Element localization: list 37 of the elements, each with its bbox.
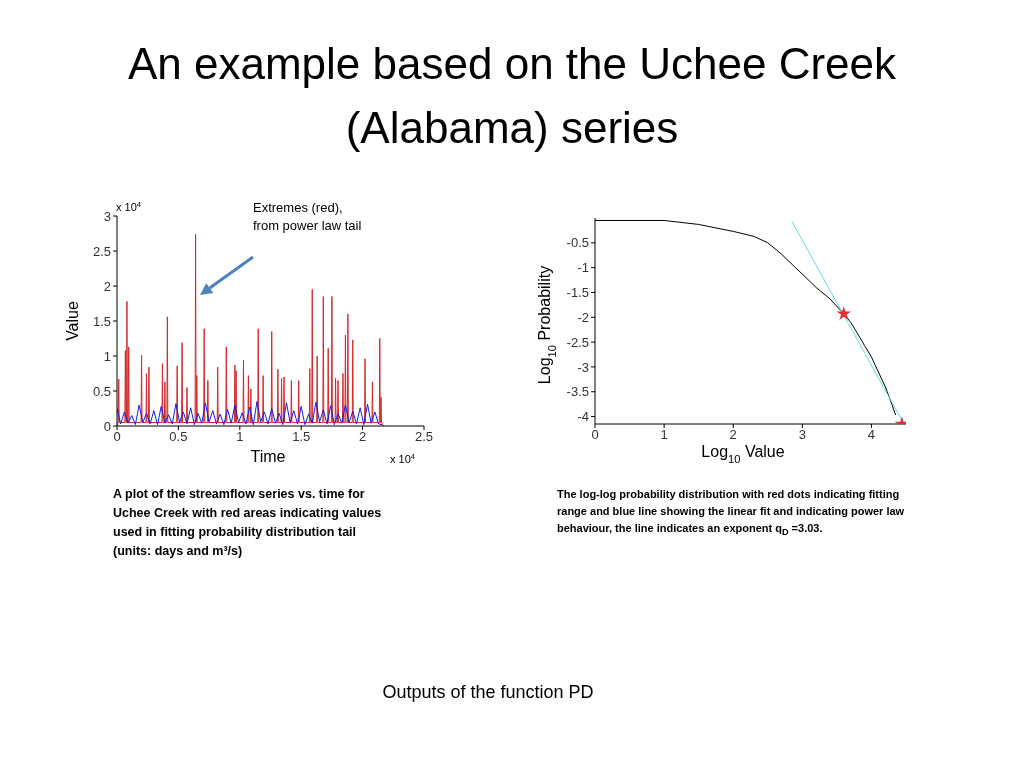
x-axis-title: Time: [250, 448, 286, 465]
x-tick-label: 1.5: [292, 429, 311, 445]
y-tick-label: -1: [577, 260, 589, 276]
y-tick-label: -2.5: [566, 334, 589, 350]
x-tick-label: 2: [358, 429, 367, 445]
x-axis-title: Log$_{10}$ Value: [701, 443, 785, 465]
text: x 10$^{4}$: [390, 451, 416, 465]
annotation: Extremes (red), from power law tail: [253, 200, 362, 233]
x-tick-label: 2: [729, 427, 737, 443]
y-tick-label: 2: [103, 278, 111, 294]
x-tick-label: 1: [660, 427, 668, 443]
x-tick-label: 1: [236, 429, 244, 445]
y-tick-label: -4: [577, 409, 589, 425]
y-tick-label: -2: [577, 309, 589, 325]
y-tick-label: 0.5: [92, 383, 111, 399]
y-tick-label: 3: [103, 208, 111, 224]
line-series: [117, 233, 384, 426]
y-tick-label: -0.5: [566, 235, 589, 251]
x-tick-label: 4: [867, 427, 876, 443]
text: An example based on the Uchee Creek (Alabama) series: [127, 38, 897, 154]
x-tick-label: 0: [591, 427, 599, 443]
text: The log-log probability distribution with red dots indicating fitting range and blue line showing the linear fit and indicating power law behaviour, the line indicates an exponent q$_{D}$ =3.03.: [557, 487, 906, 540]
y-tick-label: 1: [103, 348, 111, 364]
text: x 10$^{4}$: [116, 199, 142, 213]
y-tick-label: -3: [577, 359, 589, 375]
y-axis-title: Value: [64, 301, 81, 341]
y-tick-label: -3.5: [566, 384, 589, 400]
x-tick-label: 3: [798, 427, 806, 443]
x-tick-label: 0.5: [169, 429, 188, 445]
x-tick-label: 2.5: [414, 429, 434, 445]
x-tick-label: 0: [113, 429, 121, 445]
text: A plot of the streamflow series vs. time for Uchee Creek with red areas indicating values used in fitting probability distribution tail (units: days and m³/s): [113, 486, 383, 560]
y-tick-label: 1.5: [92, 313, 111, 329]
y-tick-label: 2.5: [92, 243, 111, 259]
y-tick-label: -1.5: [566, 285, 589, 301]
text: Outputs of the function PD: [381, 681, 595, 704]
line-series: [117, 401, 383, 426]
